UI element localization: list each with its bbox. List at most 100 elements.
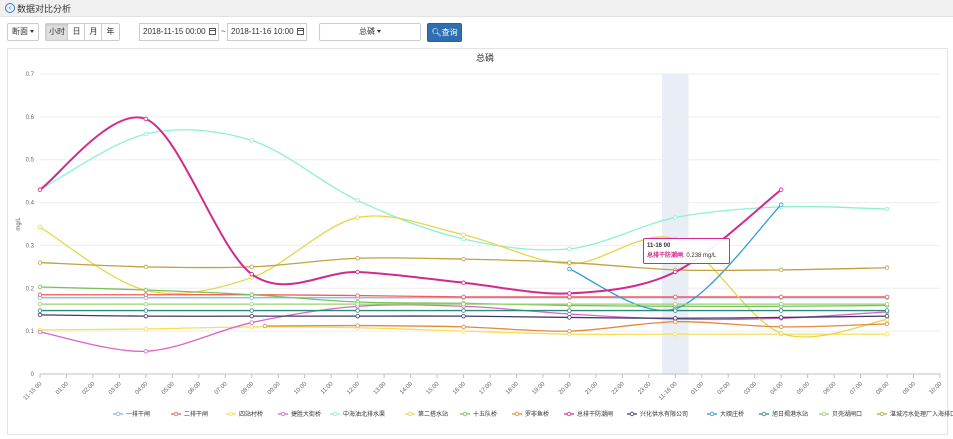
x-tick-label: 11:00	[320, 381, 335, 396]
legend-label: 湛城污水处理厂入海排口	[890, 410, 953, 418]
legend-swatch-marker	[115, 411, 121, 417]
legend-swatch-marker	[761, 411, 767, 417]
x-tick-label: 11-16 00	[658, 381, 679, 402]
start-time-input[interactable]: 2018-11-15 00:00	[139, 23, 219, 41]
y-tick-label: 0.7	[26, 72, 35, 78]
data-point	[461, 232, 466, 237]
data-point	[461, 313, 466, 319]
legend-item[interactable]: 中海油北排水渠	[330, 410, 385, 418]
data-point	[461, 236, 466, 242]
x-tick-label: 18:00	[505, 381, 520, 396]
y-tick-label: 0.1	[26, 329, 35, 335]
data-point	[778, 202, 784, 207]
data-point	[249, 264, 254, 270]
data-point	[143, 301, 149, 307]
data-point	[249, 313, 254, 319]
legend-item[interactable]: 第二搭水站	[405, 410, 448, 418]
legend-item[interactable]: 兴化供水有限公司	[627, 410, 688, 418]
data-point	[143, 292, 149, 297]
legend-item[interactable]: 贝壳湖闸口	[819, 410, 862, 418]
data-point	[143, 116, 149, 122]
legend-swatch-marker	[821, 411, 827, 417]
x-tick-label: 01:00	[690, 381, 705, 396]
series-8	[37, 116, 784, 296]
legend-swatch-marker	[332, 411, 338, 417]
data-point	[37, 260, 43, 265]
data-point	[778, 308, 784, 313]
tooltip-value: 0.238 mg/L	[686, 253, 717, 259]
data-point	[461, 280, 466, 285]
section-dropdown[interactable]: 断面	[7, 23, 39, 41]
y-tick-label: 0.3	[26, 243, 35, 249]
window-titlebar: ‹ 数据对比分析	[0, 0, 953, 17]
data-point	[673, 215, 678, 220]
chevron-circle-icon[interactable]: ‹	[5, 3, 15, 13]
legend-item[interactable]: 罗非鱼桥	[512, 410, 549, 418]
data-point	[143, 308, 149, 313]
data-point	[249, 324, 254, 330]
calendar-icon[interactable]	[209, 28, 216, 35]
x-tick-label: 15:00	[426, 381, 441, 396]
data-point	[567, 246, 572, 252]
legend-label: 捷胜大街桥	[291, 410, 321, 418]
x-tick-label: 08:00	[876, 381, 891, 396]
x-tick-label: 03:00	[108, 381, 123, 396]
x-tick-label: 10:00	[929, 381, 944, 396]
data-point	[884, 265, 890, 270]
legend-item[interactable]: 一排干闸	[113, 410, 150, 418]
series-12	[37, 301, 890, 307]
period-year-button[interactable]: 年	[101, 23, 120, 41]
legend-item[interactable]: 旭日揭港水站	[759, 410, 808, 418]
legend-item[interactable]: 大碶庄桥	[707, 410, 744, 418]
data-point	[461, 324, 466, 330]
calendar-icon[interactable]	[297, 28, 304, 35]
legend-label: 总排干防潮闸	[577, 410, 613, 418]
range-separator: ~	[221, 27, 226, 36]
data-point	[355, 301, 360, 307]
legend-item[interactable]: 湛城污水处理厂入海排口	[877, 410, 953, 418]
x-tick-label: 05:00	[161, 381, 176, 396]
data-point	[884, 313, 890, 319]
x-tick-label: 03:00	[743, 381, 758, 396]
data-point	[355, 256, 360, 261]
legend-item[interactable]: 四站村桥	[226, 410, 263, 418]
y-tick-label: 0.5	[26, 158, 35, 164]
data-point	[673, 316, 678, 321]
x-tick-label: 09:00	[902, 381, 917, 396]
data-point	[567, 291, 572, 296]
data-point	[884, 321, 890, 327]
data-point	[567, 328, 572, 334]
data-point	[673, 331, 678, 337]
legend-item[interactable]: 十五队桥	[460, 410, 497, 418]
data-point	[37, 312, 43, 318]
x-tick-label: 14:00	[399, 381, 414, 396]
data-point	[884, 294, 890, 300]
data-point	[778, 294, 784, 300]
series-13	[37, 256, 890, 273]
legend-item[interactable]: 二排干闸	[171, 410, 208, 418]
x-tick-label: 07:00	[849, 381, 864, 396]
legend-swatch-marker	[462, 411, 468, 417]
legend-item[interactable]: 总排干防潮闸	[564, 410, 613, 418]
tooltip-series: 总排干防潮闸	[647, 253, 684, 259]
data-point	[37, 187, 43, 192]
x-tick-label: 17:00	[479, 381, 494, 396]
x-tick-label: 05:00	[796, 381, 811, 396]
data-point	[567, 266, 572, 272]
data-point	[461, 308, 466, 313]
data-point	[249, 301, 254, 307]
data-point	[37, 329, 43, 335]
legend-label: 大碶庄桥	[720, 410, 744, 418]
start-time-value: 2018-11-15 00:00	[143, 27, 206, 36]
page-title: 数据对比分析	[17, 4, 72, 14]
legend-item[interactable]: 捷胜大街桥	[278, 410, 321, 418]
end-time-input[interactable]: 2018-11-16 10:00	[227, 23, 307, 41]
legend-label: 兴化供水有限公司	[640, 410, 688, 418]
y-tick-label: 0.4	[26, 201, 35, 207]
query-button[interactable]: 🔍︎查询	[427, 23, 462, 42]
data-point	[461, 328, 466, 334]
data-point	[355, 313, 360, 319]
data-point	[778, 187, 784, 192]
indicator-select[interactable]: 总磷	[319, 23, 421, 41]
